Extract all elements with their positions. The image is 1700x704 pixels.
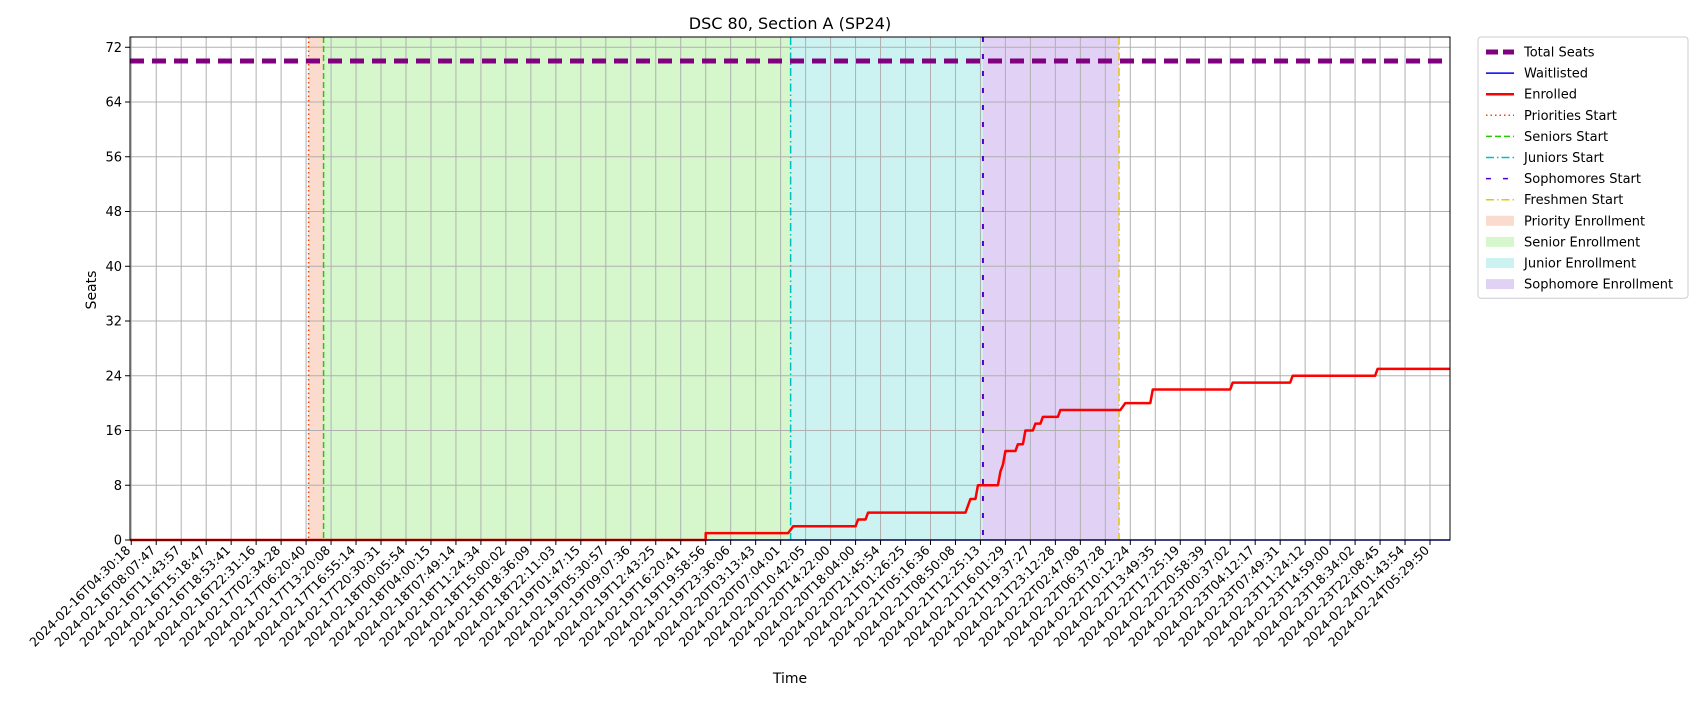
shaded-region-junior-enrollment bbox=[790, 37, 983, 540]
y-axis-label: Seats bbox=[84, 271, 100, 310]
y-tick-label: 8 bbox=[114, 479, 122, 494]
y-tick-label: 24 bbox=[105, 369, 122, 384]
y-tick-label: 0 bbox=[114, 534, 122, 549]
legend-swatch-sophomore-enrollment bbox=[1486, 279, 1514, 290]
y-tick-label: 48 bbox=[105, 205, 122, 220]
legend-swatch-priority-enrollment bbox=[1486, 215, 1514, 226]
legend-label-senior-enrollment: Senior Enrollment bbox=[1524, 235, 1640, 250]
plot-area: 0816243240485664722024-02-16T04:30:18202… bbox=[26, 36, 1451, 650]
legend-label-juniors-start: Juniors Start bbox=[1523, 151, 1604, 166]
legend-label-waitlisted: Waitlisted bbox=[1524, 67, 1588, 82]
shaded-region-senior-enrollment bbox=[323, 37, 791, 540]
series-enrolled bbox=[130, 367, 1450, 542]
y-tick-label: 64 bbox=[105, 96, 122, 111]
legend: Total Seats Waitlisted Enrolled Priorities … bbox=[1477, 36, 1689, 299]
legend-label-seniors-start: Seniors Start bbox=[1524, 130, 1608, 145]
legend-label-enrolled: Enrolled bbox=[1524, 88, 1577, 103]
y-tick-label: 16 bbox=[105, 424, 122, 439]
y-tick-label: 40 bbox=[105, 260, 122, 275]
y-tick-label: 32 bbox=[105, 315, 122, 330]
plot-frame bbox=[129, 36, 1451, 541]
legend-label-priorities-start: Priorities Start bbox=[1524, 109, 1617, 124]
legend-label-freshmen-start: Freshmen Start bbox=[1524, 193, 1623, 208]
legend-label-total-seats: Total Seats bbox=[1523, 46, 1595, 61]
legend-label-priority-enrollment: Priority Enrollment bbox=[1524, 214, 1645, 229]
legend-swatch-senior-enrollment bbox=[1486, 236, 1514, 247]
x-axis-label: Time bbox=[772, 671, 807, 687]
shaded-region-priority-enrollment bbox=[308, 37, 324, 540]
chart-title: DSC 80, Section A (SP24) bbox=[689, 14, 891, 33]
legend-swatch-junior-enrollment bbox=[1486, 258, 1514, 268]
legend-label-junior-enrollment: Junior Enrollment bbox=[1523, 257, 1636, 272]
legend-label-sophomores-start: Sophomores Start bbox=[1524, 172, 1641, 187]
y-tick-label: 72 bbox=[105, 41, 122, 56]
y-tick-label: 56 bbox=[105, 150, 122, 165]
legend-label-sophomore-enrollment: Sophomore Enrollment bbox=[1524, 278, 1673, 293]
legend-frame bbox=[1477, 36, 1689, 299]
